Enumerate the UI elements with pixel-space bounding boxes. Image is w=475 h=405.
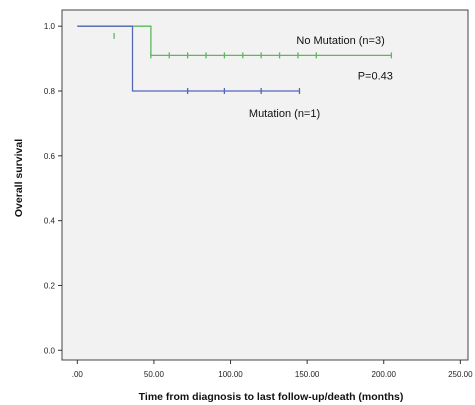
x-tick-label: 100.00: [218, 370, 243, 379]
y-tick-label: 0.4: [44, 217, 56, 226]
y-tick-label: 0.8: [44, 87, 56, 96]
x-tick-label: 250.00: [448, 370, 473, 379]
x-tick-label: 150.00: [295, 370, 320, 379]
series-1: [77, 25, 301, 95]
y-axis-label: Overall survival: [13, 139, 25, 217]
x-tick-label: .00: [72, 370, 84, 379]
chart-annotation: Mutation (n=1): [249, 108, 320, 120]
y-tick-label: 0.2: [44, 281, 56, 290]
annotation-layer: No Mutation (n=3) Mutation (n=1) P=0.43: [249, 35, 393, 120]
x-tick-label: 50.00: [144, 370, 165, 379]
x-axis-label: Time from diagnosis to last follow-up/de…: [139, 391, 404, 403]
chart-annotation: P=0.43: [358, 71, 393, 83]
series-layer: [77, 25, 393, 95]
x-tick-label: 200.00: [372, 370, 397, 379]
chart-annotation: No Mutation (n=3): [296, 35, 384, 47]
y-tick-label: 0.6: [44, 152, 56, 161]
y-axis-ticks: 0.0 0.2 0.4 0.6 0.8 1.0: [44, 22, 62, 355]
x-axis-ticks: .00 50.00 100.00 150.00 200.00 250.00: [72, 360, 473, 379]
y-tick-label: 1.0: [44, 22, 56, 31]
series-line: [77, 25, 300, 92]
plot-area: [61, 9, 469, 361]
y-tick-label: 0.0: [44, 346, 56, 355]
